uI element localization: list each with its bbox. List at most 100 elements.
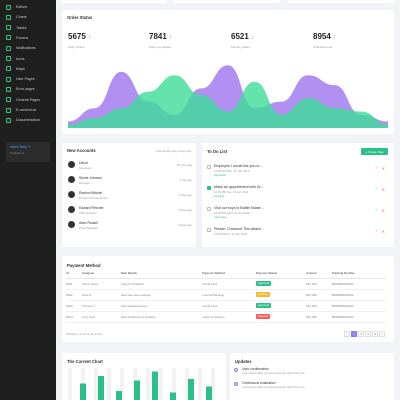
timeline-dot-icon (234, 368, 238, 372)
bar-1 (80, 383, 86, 400)
table-header: Task Details (120, 269, 203, 279)
stat-label: Daily Completed (149, 45, 172, 49)
table-header: Payment Status (256, 269, 307, 279)
cell-tracking: 8890888000003 (331, 311, 386, 323)
pagination: <1 2 3 4 > (343, 331, 385, 337)
sidebar-item-tables[interactable]: Tables (0, 23, 56, 33)
account-row[interactable]: David Developer 35 mins ago (68, 159, 192, 173)
todo-item-title: Employee I would like you to ... (214, 164, 264, 168)
account-name: Allen Russel (79, 221, 98, 225)
delete-icon[interactable]: ✕ (381, 208, 385, 213)
updates-card: Updates (230, 353, 394, 400)
sidebar-item-notifications[interactable]: Notifications (0, 43, 56, 53)
account-name: Edward Fletcher (79, 206, 104, 210)
todo-item: Please: Checkout This Attach... 12:00 PM … (207, 225, 387, 245)
update-title: Continuous evaluation (242, 381, 276, 385)
todo-title: To Do List (207, 149, 228, 154)
todo-checkbox[interactable] (207, 186, 211, 190)
delete-icon[interactable]: ✕ (381, 166, 385, 171)
sidebar-item-general-pages[interactable]: General Pages (0, 95, 56, 105)
sidebar-item-label: General Pages (16, 97, 40, 102)
page-button[interactable]: 1 (351, 331, 357, 337)
arrow-up-icon: ↑ (87, 35, 91, 41)
account-row[interactable]: Edward Fletcher Web Designer 3 days ago (68, 204, 192, 218)
payment-title: Payment Method (67, 263, 101, 268)
bell-icon (6, 45, 11, 51)
update-item: User confirmation Lorem ipsum dolor sit a… (234, 366, 384, 378)
cell-status: Pending (256, 289, 307, 301)
account-time: 1 day ago (179, 178, 192, 182)
table-row: #004 Lucy Hew New admission in website Cash… (66, 311, 386, 323)
edit-icon[interactable] (375, 166, 378, 169)
sidebar-item-forums[interactable]: Forums (0, 33, 56, 43)
sidebar-item-charts[interactable]: Charts (0, 12, 56, 22)
cell-task: Support Software (120, 278, 203, 290)
status-badge: Rejected (256, 314, 271, 319)
create-new-button[interactable]: + Create New (361, 148, 388, 155)
sidebar-item-user-pages[interactable]: User Pages (0, 74, 56, 84)
page-button[interactable]: 4 (372, 331, 378, 337)
sidebar-item-documentation[interactable]: Documentation (0, 115, 56, 125)
cell-status: Rejected (256, 311, 307, 323)
account-role: Manager (79, 181, 91, 185)
todo-checkbox[interactable] (207, 207, 211, 211)
help-box[interactable]: Need Help ? Contact us (6, 142, 50, 162)
map-icon (6, 66, 11, 72)
todo-item-title: Visit our boys in Battle Estate... (214, 206, 264, 210)
edit-icon[interactable] (375, 229, 378, 232)
todo-item-tag: Pending (214, 194, 225, 198)
stat-label: Monthly Sales (231, 45, 250, 49)
page-button[interactable]: < (344, 331, 350, 337)
cell-assignee: Jane D. (81, 289, 121, 301)
todo-checkbox[interactable] (207, 165, 211, 169)
timeline-dot-icon (234, 382, 238, 386)
file-icon (6, 97, 11, 103)
todo-item-tag: Approved (214, 215, 226, 219)
sidebar-item-icons[interactable]: Icons (0, 54, 56, 64)
sidebar-item-maps[interactable]: Maps (0, 64, 56, 74)
sidebar-item-label: Maps (16, 66, 25, 71)
sidebar-item-error-pages[interactable]: Error pages (0, 84, 56, 94)
account-row[interactable]: Sheila Johnson Manager 1 day ago (68, 174, 192, 188)
bar-3 (116, 391, 122, 400)
todo-checkbox[interactable] (207, 228, 211, 232)
update-item: Continuous evaluation Lorem ipsum dolor s… (234, 380, 384, 392)
sidebar-item-editors[interactable]: Editors (0, 2, 56, 12)
cell-status: Approved (256, 300, 307, 312)
table-header: Id (66, 269, 82, 279)
sidebar-item-e-commerce[interactable]: E-commerce (0, 105, 56, 115)
account-row[interactable]: Rashmi Mitchel Business Development 2 days… (68, 189, 192, 203)
chart-icon (6, 14, 11, 20)
sidebar-item-label: Editors (16, 5, 28, 9)
warning-icon (6, 86, 11, 92)
todo-item-tag: Approved (214, 173, 226, 177)
sidebar-item-label: User Pages (16, 77, 35, 82)
accounts-card: New Accounts Last activity was 2 days ag… (62, 143, 196, 247)
forum-icon (6, 35, 11, 41)
arrow-down-icon: ↓ (250, 35, 254, 41)
todo-item: Visit our boys in Battle Estate... 12:00 … (207, 204, 387, 224)
page-button[interactable]: > (379, 331, 385, 337)
top-card-2 (174, 0, 280, 3)
account-row[interactable]: Allen Russel Photo Manager 5 days ago (68, 219, 192, 233)
cell-status: Approved (256, 278, 307, 290)
help-text: Contact us (10, 151, 25, 155)
todo-item-date: 12:00 PM Wed, 14 Jan 2019 (214, 211, 250, 215)
cell-tracking: 8890888000001 (331, 289, 386, 301)
edit-icon[interactable] (375, 208, 378, 211)
cell-task: New admission in website (120, 311, 203, 323)
top-card-3 (288, 0, 394, 3)
page-button[interactable]: 3 (365, 331, 371, 337)
delete-icon[interactable]: ✕ (381, 187, 385, 192)
cell-assignee: Lucy Hew (81, 311, 121, 323)
sidebar-item-label: E-commerce (16, 108, 37, 112)
cell-id: #002 (66, 289, 82, 301)
cell-id: #001 (66, 278, 82, 290)
page-button[interactable]: 2 (358, 331, 364, 337)
cell-task: New web site redesign (120, 289, 203, 301)
sidebar-item-label: Error pages (16, 87, 35, 92)
delete-icon[interactable]: ✕ (381, 229, 385, 234)
account-name: Rashmi Mitchel (79, 191, 103, 195)
edit-icon[interactable] (375, 187, 378, 190)
todo-item-title: Make an appointment with Dr... (214, 185, 264, 189)
